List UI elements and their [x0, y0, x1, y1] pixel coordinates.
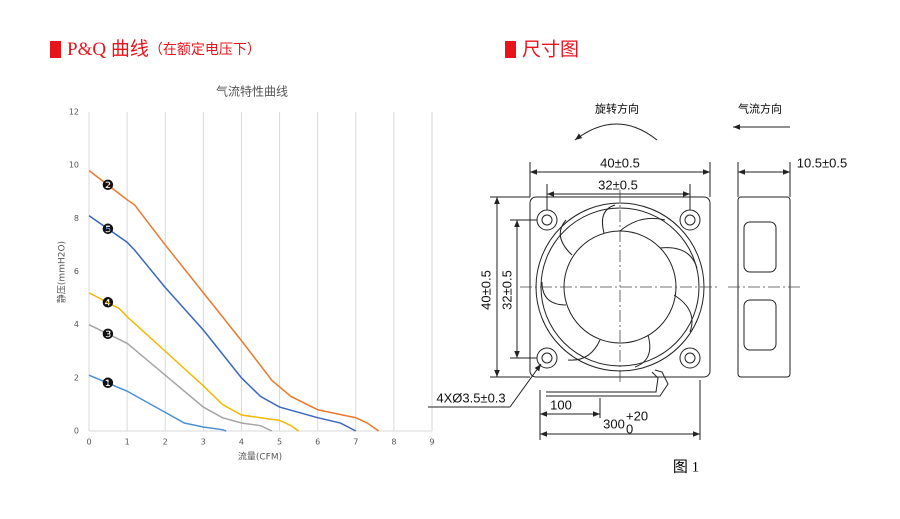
- data-line: [88, 215, 357, 432]
- rotation-arrow: [574, 123, 658, 141]
- header-marker: [505, 41, 516, 58]
- dimension-drawing: 旋转方向 气流方向 40±0.5 32±0.5 10.5±0.5 40±0.5 …: [428, 102, 847, 440]
- section-title: P&Q 曲线（在额定电压下）: [67, 38, 261, 60]
- x-tick-label: 0: [86, 438, 91, 447]
- data-line: [88, 323, 273, 432]
- section-subtitle: （在额定电压下）: [149, 42, 261, 58]
- y-tick-label: 10: [69, 161, 79, 170]
- x-tick-label: 1: [125, 438, 130, 447]
- x-tick-label: 8: [391, 438, 396, 447]
- dimension-label: 32±0.5: [598, 177, 638, 192]
- legend-label: ❹: [102, 296, 115, 312]
- dimension-label: 100: [550, 397, 572, 412]
- legend-label: ❺: [102, 222, 115, 238]
- side-detail: [743, 299, 777, 351]
- chart-title: 气流特性曲线: [216, 84, 288, 99]
- dimension-label: 300: [603, 416, 625, 431]
- dimension-label: 4XØ3.5±0.3: [436, 390, 505, 405]
- y-axis-label: 静压(mmH2O): [56, 241, 68, 303]
- header-marker: [50, 41, 61, 58]
- y-tick-label: 4: [74, 320, 79, 329]
- data-line: [88, 374, 227, 432]
- y-tick-label: 8: [74, 214, 79, 223]
- y-tick-label: 12: [69, 108, 79, 117]
- section-title: 尺寸图: [522, 38, 579, 60]
- side-detail: [743, 221, 777, 273]
- dimension-label: 40±0.5: [478, 270, 493, 310]
- data-line: [88, 169, 380, 432]
- x-tick-label: 4: [239, 438, 244, 447]
- legend-label: ❷: [102, 178, 115, 194]
- y-tick-label: 0: [74, 427, 79, 436]
- x-tick-label: 2: [163, 438, 168, 447]
- tolerance-lower: 0: [626, 421, 633, 436]
- dimension-label: 32±0.5: [499, 270, 514, 310]
- figure-caption: 图 1: [673, 458, 699, 475]
- y-tick-label: 6: [74, 267, 79, 276]
- rotation-label: 旋转方向: [595, 102, 639, 116]
- x-tick-label: 5: [277, 438, 282, 447]
- airflow-label: 气流方向: [738, 102, 782, 116]
- x-tick-label: 9: [429, 438, 434, 447]
- legend-label: ❸: [102, 327, 115, 343]
- x-tick-label: 3: [201, 438, 206, 447]
- data-line: [88, 292, 300, 432]
- section-title-text: P&Q 曲线: [67, 38, 149, 60]
- x-axis-label: 流量(CFM): [238, 451, 282, 463]
- legend-label: ❶: [102, 376, 115, 392]
- mount-holes: [536, 209, 701, 369]
- tolerance-upper: +20: [626, 408, 648, 423]
- x-tick-label: 6: [315, 438, 320, 447]
- y-tick-label: 2: [74, 373, 79, 382]
- chart: 气流特性曲线 流量(CFM) 静压(mmH2O) 0 1 2 3 4 5 6 7 8 902468…: [56, 84, 435, 463]
- x-tick-label: 7: [353, 438, 358, 447]
- dimension-label: 10.5±0.5: [797, 155, 848, 170]
- dimension-label: 40±0.5: [600, 155, 640, 170]
- dimension-lines: [428, 162, 791, 440]
- fan-blades: [541, 204, 698, 368]
